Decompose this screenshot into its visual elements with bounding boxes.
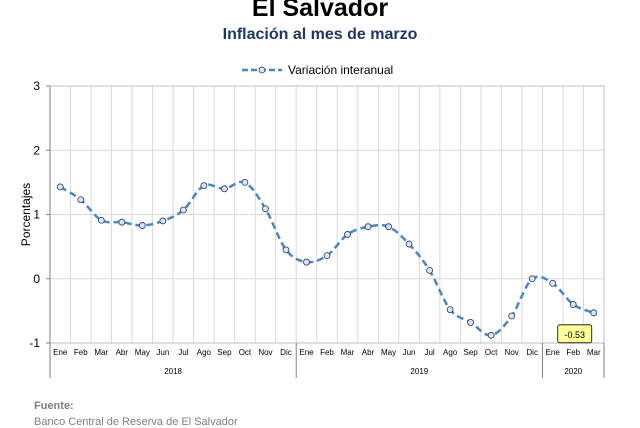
x-tick-label: Feb bbox=[74, 348, 88, 357]
data-point bbox=[508, 312, 516, 320]
data-point bbox=[200, 182, 208, 189]
x-tick-label: Mar bbox=[341, 348, 355, 357]
legend-label: Variación interanual bbox=[288, 63, 393, 77]
x-tick-label: Sep bbox=[217, 348, 232, 357]
x-tick-label: Jul bbox=[178, 348, 188, 357]
data-point bbox=[528, 275, 536, 283]
chart-subtitle: Inflación al mes de marzo bbox=[222, 26, 418, 43]
data-point bbox=[426, 266, 433, 274]
year-label: 2019 bbox=[410, 367, 428, 376]
x-tick-label: Mar bbox=[94, 348, 108, 357]
annotation-label: -0.53 bbox=[564, 330, 585, 340]
data-point bbox=[344, 231, 351, 238]
x-tick-label: Ene bbox=[299, 348, 314, 357]
data-point bbox=[221, 185, 228, 193]
grid-layer bbox=[49, 85, 605, 344]
y-tick-label: 0 bbox=[33, 272, 40, 286]
x-tick-label: Oct bbox=[239, 348, 252, 357]
y-tick-label: -1 bbox=[29, 336, 40, 350]
x-tick-label: Nov bbox=[505, 348, 519, 357]
data-point bbox=[385, 223, 392, 231]
source-label: Fuente: bbox=[34, 400, 74, 412]
data-point bbox=[549, 279, 557, 287]
data-point bbox=[467, 319, 475, 326]
x-tick-label: Sep bbox=[464, 348, 479, 357]
x-tick-label: Nov bbox=[258, 348, 272, 357]
x-tick-label: Feb bbox=[566, 348, 580, 357]
data-point bbox=[97, 216, 105, 224]
data-point bbox=[590, 309, 598, 317]
y-tick-label: 1 bbox=[33, 208, 40, 222]
data-point bbox=[569, 301, 577, 308]
x-tick-label: Ago bbox=[443, 348, 458, 357]
year-label: 2020 bbox=[564, 367, 582, 376]
x-tick-label: Ene bbox=[546, 348, 561, 357]
y-tick-label: 2 bbox=[33, 143, 40, 157]
y-axis-title: Porcentajes bbox=[19, 183, 33, 246]
data-point bbox=[77, 196, 85, 204]
data-point bbox=[118, 218, 126, 226]
chart-title: El Salvador bbox=[251, 0, 389, 22]
x-tick-label: May bbox=[381, 348, 396, 357]
x-tick-label: Dic bbox=[526, 348, 538, 357]
inflation-line-chart: -1 0 1 2 3 Porcentajes Ene Feb Mar Abr May Jun Jul Ag… bbox=[19, 63, 605, 378]
data-point bbox=[446, 306, 454, 313]
x-tick-label: Abr bbox=[116, 348, 129, 357]
data-point bbox=[405, 240, 413, 248]
annotation-box bbox=[557, 324, 593, 344]
x-tick-label: Jun bbox=[156, 348, 169, 357]
series-line bbox=[59, 180, 595, 337]
x-tick-label: May bbox=[135, 348, 150, 357]
x-tick-label: Ago bbox=[197, 348, 212, 357]
data-point bbox=[323, 252, 331, 260]
x-tick-label: Jul bbox=[424, 348, 434, 357]
x-tick-label: Oct bbox=[485, 348, 498, 357]
data-point bbox=[179, 206, 187, 214]
data-point bbox=[487, 331, 495, 339]
axis-layer: -1 0 1 2 3 Porcentajes Ene Feb Mar Abr May Jun Jul Ag… bbox=[19, 79, 605, 378]
data-point bbox=[262, 205, 269, 213]
year-label: 2018 bbox=[164, 367, 182, 376]
x-tick-label: Feb bbox=[320, 348, 334, 357]
data-point bbox=[56, 183, 64, 191]
data-point bbox=[241, 178, 249, 186]
source-text: Banco Central de Reserva de El Salvador bbox=[34, 416, 238, 428]
x-tick-label: Abr bbox=[362, 348, 375, 357]
data-point bbox=[364, 223, 372, 231]
legend: Variación interanual bbox=[242, 63, 393, 77]
x-tick-label: Mar bbox=[587, 348, 601, 357]
data-point bbox=[282, 246, 290, 254]
series-layer bbox=[56, 178, 598, 339]
data-point bbox=[303, 258, 310, 266]
y-tick-label: 3 bbox=[33, 79, 40, 93]
data-point bbox=[159, 217, 167, 225]
legend-marker bbox=[258, 66, 266, 74]
x-tick-label: Jun bbox=[403, 348, 416, 357]
annotation-layer: -0.53 bbox=[557, 324, 593, 344]
data-point bbox=[138, 222, 146, 229]
x-tick-label: Ene bbox=[53, 348, 68, 357]
x-tick-label: Dic bbox=[280, 348, 292, 357]
